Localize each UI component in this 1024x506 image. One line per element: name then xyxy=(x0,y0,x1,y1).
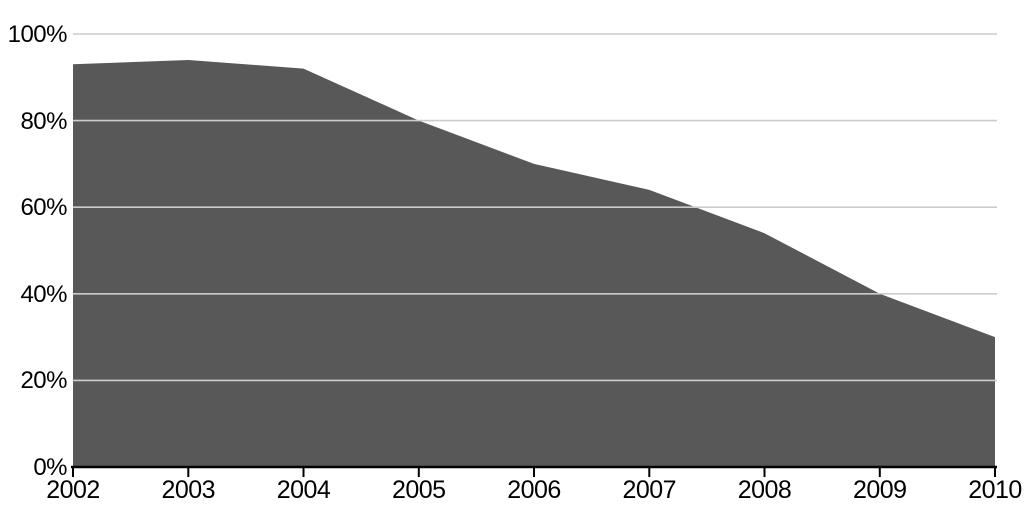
y-tick-label: 0% xyxy=(33,454,67,481)
y-tick-label: 40% xyxy=(20,280,67,308)
y-tick-label: 60% xyxy=(20,194,67,222)
x-tick-label: 2002 xyxy=(46,476,100,504)
x-tick-label: 2004 xyxy=(276,476,331,504)
y-tick-label: 100% xyxy=(7,21,68,48)
x-tick-label: 2008 xyxy=(737,476,792,504)
x-tick-label: 2006 xyxy=(507,476,561,504)
y-tick-label: 20% xyxy=(20,367,67,395)
x-tick-label: 2005 xyxy=(391,476,446,504)
y-tick-label: 80% xyxy=(20,107,67,135)
x-tick-label: 2007 xyxy=(622,476,677,504)
x-tick-label: 2009 xyxy=(852,476,907,504)
area-series xyxy=(73,60,995,467)
x-tick-label: 2010 xyxy=(968,476,1022,504)
x-tick-label: 2003 xyxy=(161,476,216,504)
